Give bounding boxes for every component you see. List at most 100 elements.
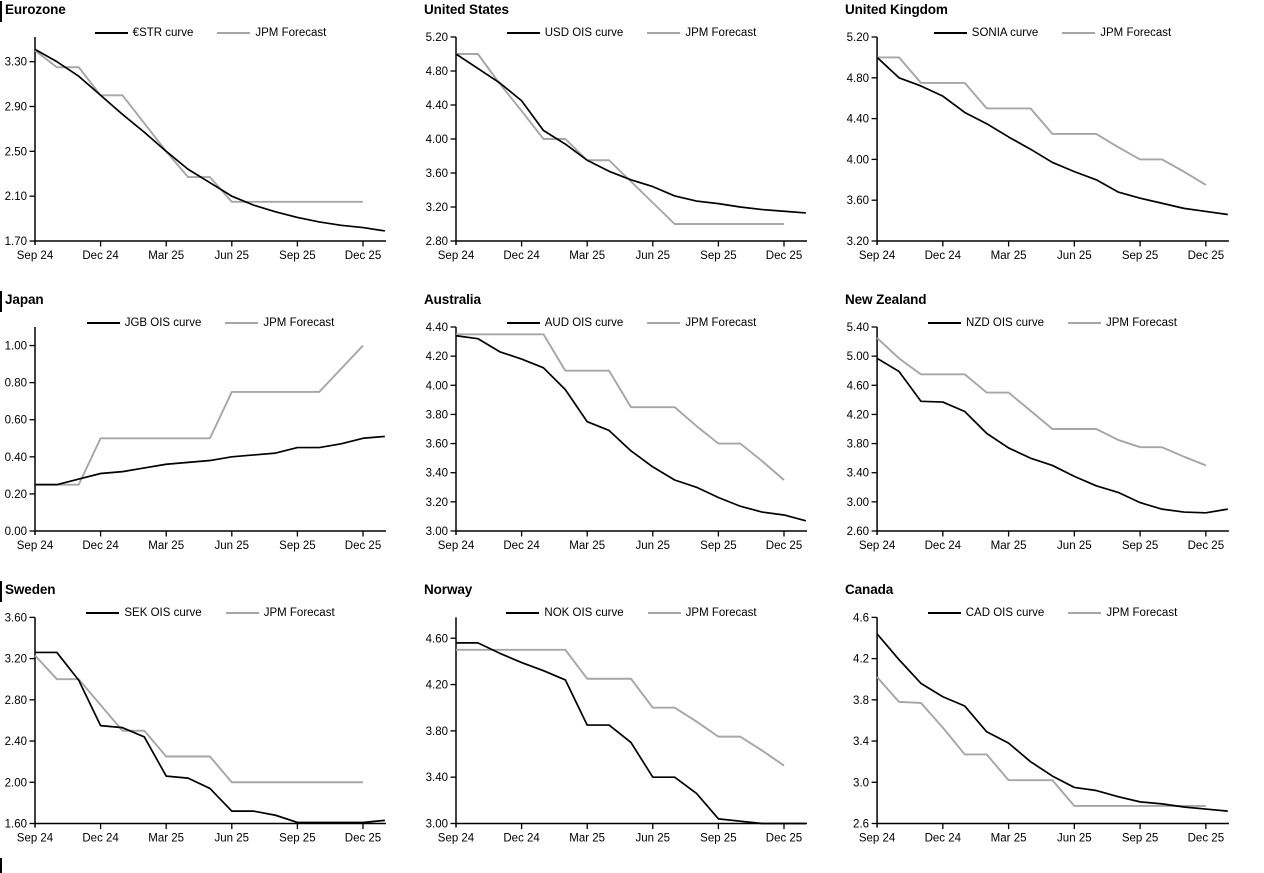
y-tick-label: 3.00 [847,497,869,509]
chart-title: Eurozone [5,2,66,17]
chart-title: Sweden [5,582,56,597]
x-tick-label: Mar 25 [148,250,184,262]
forecast-line-sample-icon [647,32,681,34]
forecast-legend-label: JPM Forecast [255,27,327,39]
x-tick-label: Dec 24 [82,250,119,262]
x-tick-label: Dec 25 [766,250,802,262]
y-tick-label: 1.60 [5,818,27,830]
legend-entry-forecast: JPM Forecast [1068,317,1177,329]
y-tick-label: 3.60 [426,168,448,180]
curve-legend-label: €STR curve [132,27,194,39]
chart-title: New Zealand [845,292,927,307]
y-tick-label: 4.80 [847,73,869,85]
curve-line [876,357,1228,514]
y-tick-label: 2.6 [853,818,869,830]
y-tick-label: 4.60 [426,633,448,645]
y-tick-label: 3.00 [426,818,448,830]
legend-entry-curve: NZD OIS curve [928,317,1044,329]
x-tick-label: Dec 24 [925,250,962,262]
y-tick-label: 4.00 [426,134,448,146]
y-tick-label: 5.00 [847,351,869,363]
curve-line-sample-icon [506,32,540,34]
curve-legend-label: CAD OIS curve [965,607,1045,619]
y-tick-label: 3.40 [426,772,448,784]
legend-entry-forecast: JPM Forecast [225,317,334,329]
legend-entry-curve: CAD OIS curve [927,607,1045,619]
forecast-line [877,56,1207,186]
x-tick-label: Sep 25 [1122,833,1159,845]
next-section-bar [0,858,2,873]
curve-line-sample-icon [86,322,120,324]
chart-norway: 4.60 4.20 3.80 3.40 3.00 Sep 24 Dec 24 Mar 25 Ju… [421,580,842,873]
forecast-line [456,648,785,767]
chart-title: Canada [845,582,894,597]
legend-entry-curve: SONIA curve [933,27,1039,39]
x-tick-label: Dec 25 [766,540,802,552]
section-heading: Eurozone [0,1,66,22]
section-heading: Australia [424,291,481,308]
curve-legend-label: NOK OIS curve [544,607,624,619]
section-heading: Canada [845,581,893,598]
x-tick-label: Sep 25 [279,540,315,552]
x-tick-label: Sep 24 [17,833,54,845]
legend: NOK OIS curve JPM Forecast [456,607,807,619]
legend-entry-curve: USD OIS curve [506,27,623,39]
x-tick-label: Mar 25 [991,833,1027,845]
x-tick-label: Sep 24 [438,540,475,552]
forecast-line-sample-icon [647,322,681,324]
y-tick-label: 0.80 [5,378,27,390]
y-tick-label: 3.20 [426,202,448,214]
y-tick-label: 3.60 [847,195,869,207]
chart-eurozone: 3.30 2.90 2.50 2.10 1.70 Sep 24 Dec 24 Mar 25 Ju… [0,0,421,290]
section-heading: Japan [0,291,44,312]
forecast-legend-label: JPM Forecast [1100,27,1172,39]
y-tick-label: 0.20 [5,489,27,501]
x-tick-label: Jun 25 [636,540,671,552]
forecast-legend-label: JPM Forecast [1106,317,1177,329]
y-tick-label: 2.10 [5,191,27,203]
plot-new-zealand: 5.40 5.00 4.60 4.20 3.80 3.40 3.00 2.60 Sep 24 De… [847,322,1229,552]
section-bar [0,291,2,312]
y-tick-label: 0.40 [5,452,27,464]
forecast-line [876,676,1206,807]
x-tick-label: Dec 24 [503,833,540,845]
x-tick-label: Dec 25 [766,833,802,845]
plot-canada: 4.6 4.2 3.8 3.4 3.0 2.6 Sep 24 Dec 24 Mar 25 Jun … [853,612,1229,845]
chart-japan: 1.00 0.80 0.60 0.40 0.20 0.00 Sep 24 Dec 24 Mar … [0,290,421,580]
curve-line [876,56,1228,216]
forecast-legend-label: JPM Forecast [263,607,335,619]
legend: SEK OIS curve JPM Forecast [35,607,386,619]
y-tick-label: 4.00 [426,380,448,392]
curve-legend-label: AUD OIS curve [544,317,624,329]
chart-canada: 4.6 4.2 3.8 3.4 3.0 2.6 Sep 24 Dec 24 Mar 25 Jun … [842,580,1264,873]
x-tick-label: Sep 24 [438,250,475,262]
x-tick-label: Mar 25 [148,833,184,845]
plot-united-states: 5.20 4.80 4.40 4.00 3.60 3.20 2.80 Sep 24 Dec 24… [426,32,807,262]
chart-title: Australia [424,292,481,307]
y-tick-label: 5.20 [426,32,448,44]
legend-entry-forecast: JPM Forecast [1068,607,1177,619]
x-tick-label: Jun 25 [636,250,671,262]
y-tick-label: 2.60 [847,526,869,538]
y-tick-label: 3.8 [853,695,869,707]
x-tick-label: Sep 24 [859,540,896,552]
y-tick-label: 3.80 [847,439,869,451]
legend: CAD OIS curve JPM Forecast [877,607,1228,619]
y-tick-label: 4.20 [847,409,869,421]
forecast-line-sample-icon [225,322,259,324]
y-tick-label: 5.20 [847,32,869,44]
x-tick-label: Mar 25 [569,250,605,262]
legend-entry-forecast: JPM Forecast [647,607,757,619]
x-tick-label: Jun 25 [215,540,250,552]
curve-legend-label: SONIA curve [971,27,1039,39]
chart-title: Norway [424,582,473,597]
legend-entry-forecast: JPM Forecast [225,607,335,619]
legend: USD OIS curve JPM Forecast [456,27,807,39]
y-tick-label: 3.20 [426,497,448,509]
chart-sweden: 3.60 3.20 2.80 2.40 2.00 1.60 Sep 24 Dec 24 Mar … [0,580,421,873]
x-tick-label: Dec 24 [82,540,119,552]
y-tick-label: 2.40 [5,736,27,748]
x-tick-label: Sep 25 [700,833,736,845]
y-tick-label: 3.20 [5,654,27,666]
